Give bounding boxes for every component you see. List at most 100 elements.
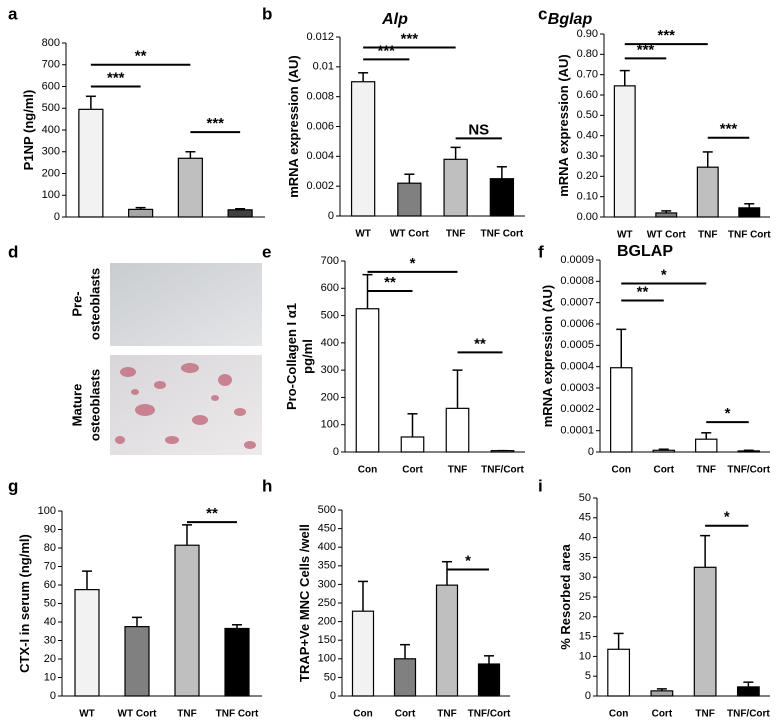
y-tick-label: 0.0008	[560, 275, 594, 287]
y-tick-label: 0	[588, 446, 594, 458]
x-tick-label: TNF Cort	[216, 709, 259, 720]
bar	[397, 182, 422, 217]
significance-label: ***	[107, 69, 125, 86]
x-tick-label: Cort	[653, 465, 674, 476]
y-tick-label: 0.0002	[560, 403, 594, 415]
bar	[738, 207, 761, 218]
y-tick-label: 0.008	[306, 91, 334, 103]
bar	[350, 81, 376, 217]
chart-title: Bglap	[548, 11, 593, 28]
bar	[737, 450, 760, 453]
significance-label: **	[474, 335, 486, 352]
x-tick-label: WT	[355, 229, 371, 240]
x-tick-label: WT	[617, 230, 633, 241]
significance-label: **	[637, 284, 649, 301]
bar	[477, 663, 501, 697]
x-tick-label: Cort	[395, 709, 416, 720]
y-tick-label: 300	[318, 578, 336, 590]
y-axis-label: mRNA expression (AU)	[286, 55, 301, 198]
y-tick-label: 250	[318, 597, 336, 609]
y-tick-label: 30	[579, 571, 591, 583]
y-axis-label: pg/ml	[300, 339, 315, 374]
y-tick-label: 0.90	[577, 28, 598, 40]
image-caption: osteoblasts	[87, 369, 102, 441]
panel-letter: b	[262, 4, 272, 23]
bar	[224, 627, 250, 697]
y-axis-label: % Resorbed area	[558, 543, 573, 649]
bar	[445, 407, 470, 453]
bar	[78, 108, 104, 218]
significance-label: NS	[468, 121, 489, 138]
x-tick-label: WT Cort	[390, 229, 430, 240]
significance-label: *	[465, 552, 471, 569]
y-tick-label: 500	[321, 309, 339, 321]
y-tick-label: 20	[579, 611, 591, 623]
y-tick-label: 45	[579, 512, 591, 524]
bar	[490, 450, 515, 453]
bar	[736, 686, 760, 697]
y-tick-label: 0.00	[577, 211, 598, 223]
y-tick-label: 70	[44, 560, 56, 572]
x-tick-label: TNF/Cort	[727, 709, 770, 720]
image-caption: Mature	[69, 384, 84, 427]
bar	[393, 658, 417, 697]
y-tick-label: 0.0006	[560, 318, 594, 330]
micrograph	[110, 263, 262, 346]
bar	[610, 367, 633, 453]
y-tick-label: 0.10	[577, 191, 598, 203]
y-tick-label: 50	[324, 671, 336, 683]
y-tick-label: 25	[579, 591, 591, 603]
significance-label: *	[661, 266, 667, 283]
y-tick-label: 50	[44, 597, 56, 609]
x-tick-label: TNF	[177, 709, 196, 720]
x-tick-label: WT	[79, 709, 95, 720]
y-tick-label: 500	[318, 504, 336, 516]
image-caption: osteoblasts	[87, 268, 102, 340]
y-tick-label: 200	[42, 167, 60, 179]
significance-label: ***	[377, 42, 395, 59]
y-tick-label: 80	[44, 542, 56, 554]
x-tick-label: Cort	[402, 465, 423, 476]
bar	[695, 438, 718, 453]
y-tick-label: 100	[38, 505, 56, 517]
y-tick-label: 300	[321, 364, 339, 376]
y-tick-label: 600	[42, 80, 60, 92]
y-tick-label: 800	[42, 37, 60, 49]
y-tick-label: 0.80	[577, 48, 598, 60]
bar	[650, 690, 674, 697]
x-tick-label: TNF Cort	[480, 229, 523, 240]
x-tick-label: TNF	[446, 229, 465, 240]
y-tick-label: 0.0004	[560, 361, 594, 373]
panel-letter: i	[538, 476, 543, 495]
bar	[607, 648, 631, 697]
x-tick-label: TNF/Cort	[468, 709, 511, 720]
bar	[400, 436, 425, 453]
x-tick-label: TNF	[448, 465, 467, 476]
x-tick-label: TNF	[697, 465, 716, 476]
x-tick-label: Con	[612, 465, 631, 476]
y-tick-label: 0.0005	[560, 339, 594, 351]
bar	[124, 626, 150, 697]
bar	[693, 566, 717, 697]
y-tick-label: 20	[44, 653, 56, 665]
y-tick-label: 0.0001	[560, 425, 594, 437]
image-caption: Pre-	[69, 291, 84, 316]
y-tick-label: 0.30	[577, 150, 598, 162]
y-tick-label: 0.004	[306, 150, 334, 162]
y-tick-label: 200	[321, 391, 339, 403]
y-tick-label: 0.70	[577, 69, 598, 81]
significance-label: **	[384, 274, 396, 291]
x-tick-label: TNF/Cort	[481, 465, 524, 476]
bar	[655, 212, 678, 218]
y-tick-label: 50	[579, 492, 591, 504]
bar	[227, 209, 253, 218]
y-tick-label: 5	[585, 670, 591, 682]
y-tick-label: 0.0003	[560, 382, 594, 394]
x-tick-label: TNF	[437, 709, 456, 720]
y-tick-label: 0.60	[577, 89, 598, 101]
y-tick-label: 700	[321, 255, 339, 267]
x-tick-label: WT Cort	[647, 230, 687, 241]
y-tick-label: 90	[44, 523, 56, 535]
bar	[128, 208, 154, 218]
y-tick-label: 0.0007	[560, 297, 594, 309]
